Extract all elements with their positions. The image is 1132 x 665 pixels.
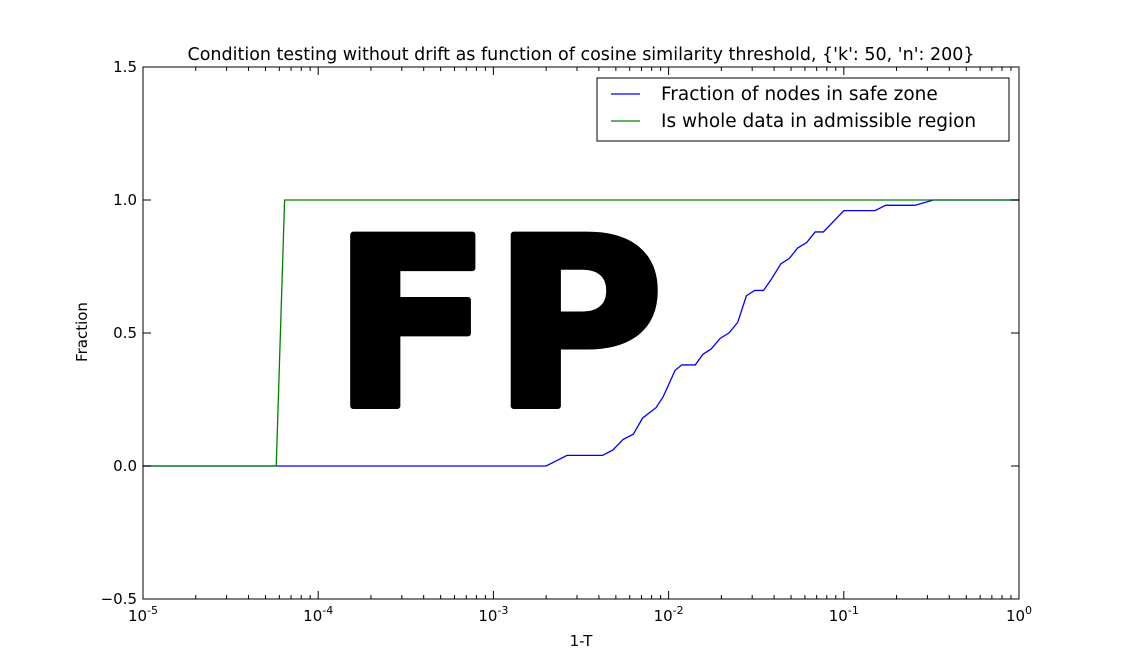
watermark-text: FP xyxy=(332,189,665,462)
series-line-safe-zone xyxy=(143,199,1019,467)
legend-label-safe-zone: Fraction of nodes in safe zone xyxy=(661,84,938,105)
y-tick-label: 0.5 xyxy=(113,324,137,342)
y-tick-label: −0.5 xyxy=(101,590,137,608)
tick-labels-layer: 10-5 10-4 10-3 10-2 10-1 100 −0.5 0.0 0.5 1.0 1.5 xyxy=(101,58,1032,625)
series-line-admissible-region xyxy=(143,199,1019,467)
legend-box xyxy=(596,77,1010,142)
chart-title: Condition testing without drift as funct… xyxy=(187,45,974,65)
series-layer xyxy=(143,199,1019,467)
x-axis-label: 1-T xyxy=(570,632,594,650)
x-tick-label: 10-5 xyxy=(128,604,158,625)
y-tick-label: 1.0 xyxy=(113,191,137,209)
x-tick-label: 10-2 xyxy=(654,604,684,625)
legend-label-admissible-region: Is whole data in admissible region xyxy=(661,111,976,132)
y-axis-label: Fraction xyxy=(73,302,91,362)
y-tick-label: 0.0 xyxy=(113,457,137,475)
y-tick-label: 1.5 xyxy=(113,58,137,76)
x-tick-label: 10-1 xyxy=(829,604,859,625)
legend: Fraction of nodes in safe zone Is whole … xyxy=(596,77,1010,142)
x-tick-label: 10-4 xyxy=(303,604,333,625)
x-tick-label: 10-3 xyxy=(478,604,508,625)
x-tick-label: 100 xyxy=(1006,604,1032,625)
ticks-layer xyxy=(142,66,1020,600)
